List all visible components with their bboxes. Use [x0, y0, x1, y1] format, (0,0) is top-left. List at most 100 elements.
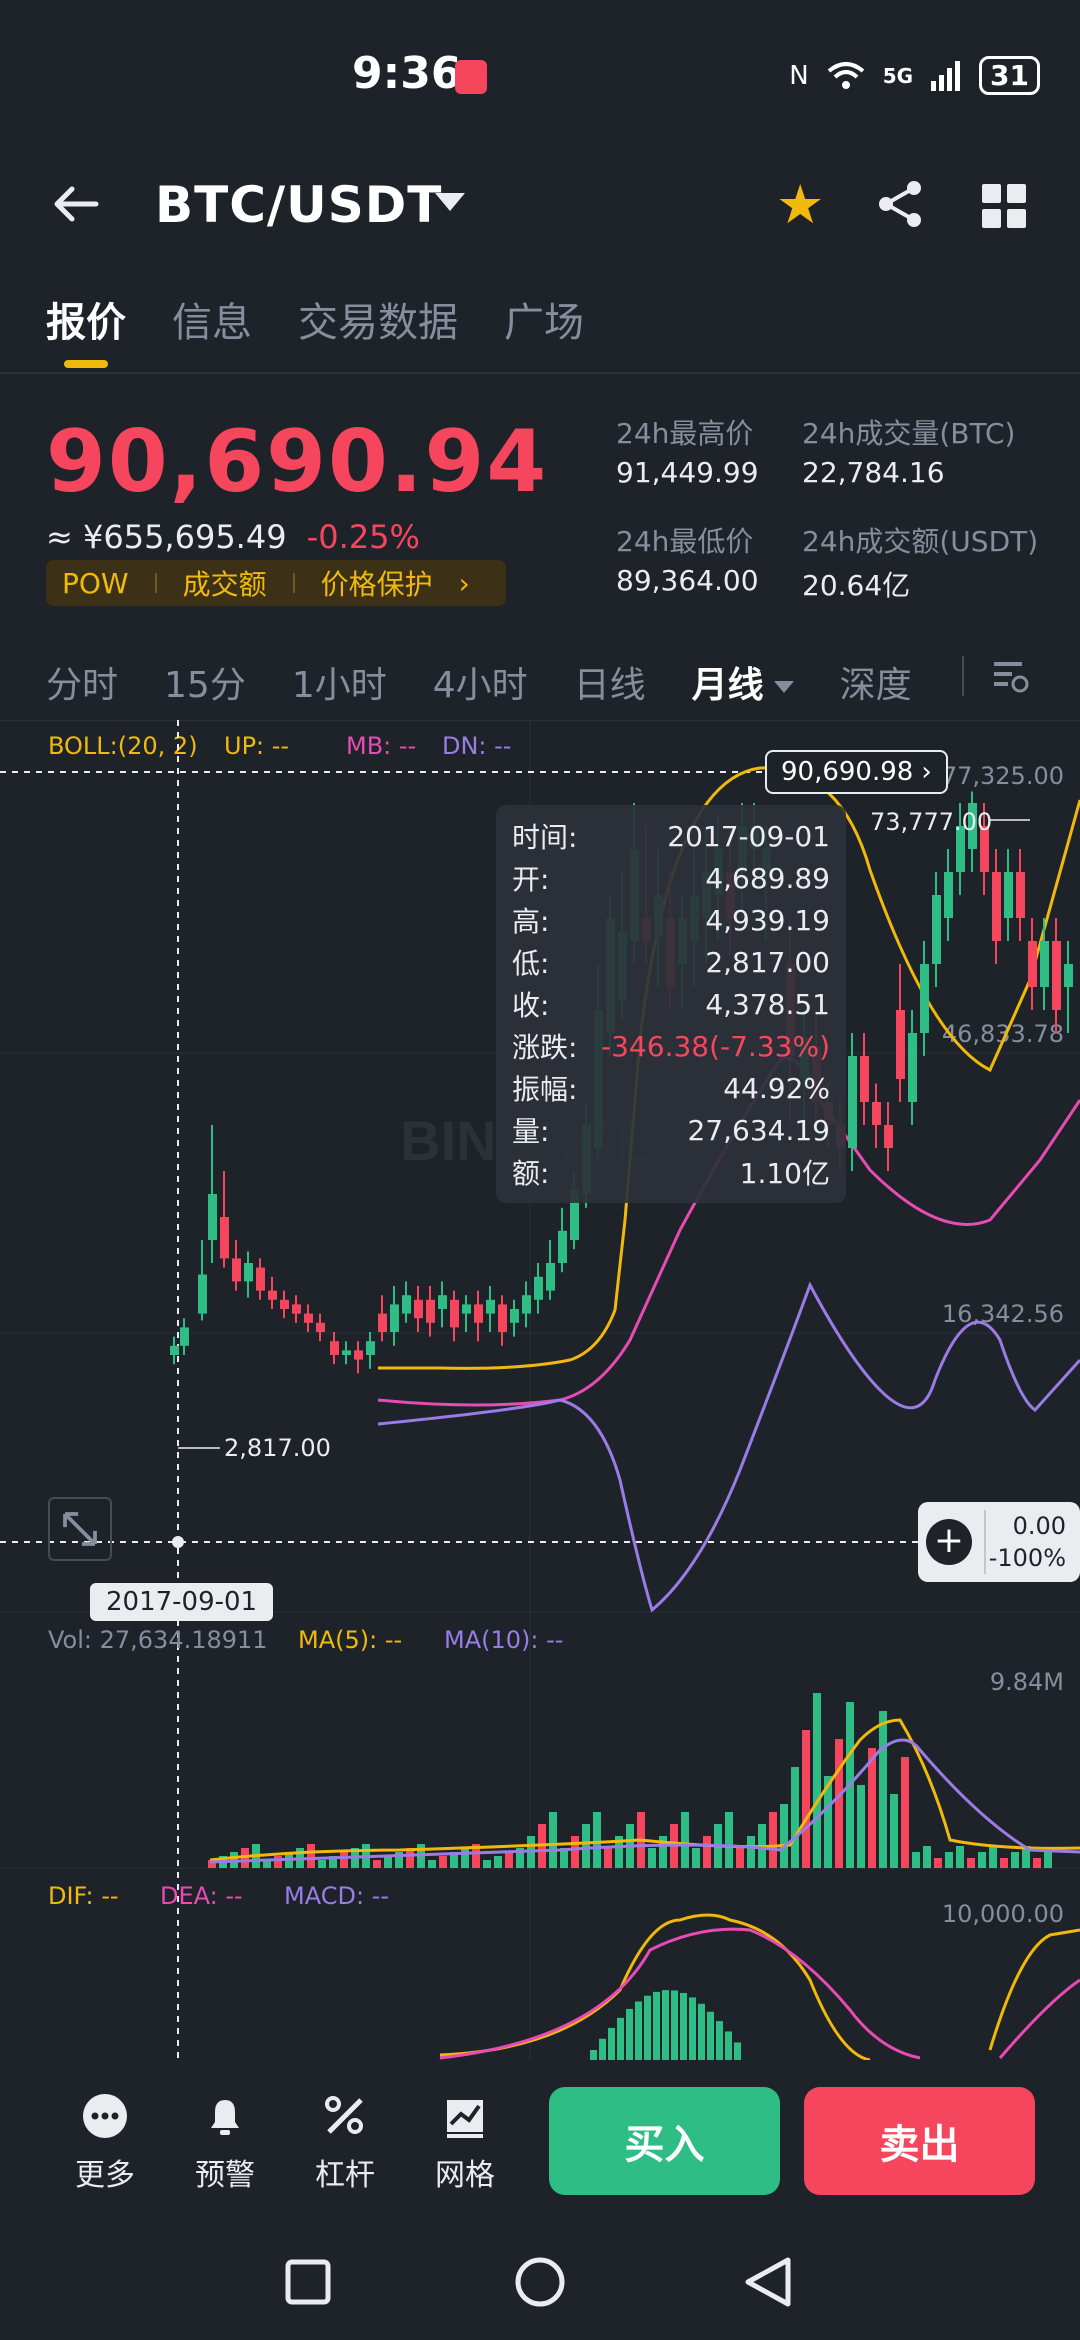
tooltip-label: 低: — [512, 947, 550, 980]
tooltip-value: 1.10亿 — [739, 1157, 830, 1190]
volume-bar — [780, 1804, 788, 1868]
macd-bar — [698, 2003, 705, 2060]
status-indicators: N 5G 31 — [789, 56, 1040, 95]
tf-time[interactable]: 分时 — [46, 665, 119, 706]
tab-info[interactable]: 信息 — [172, 300, 252, 346]
macd-bar — [689, 1997, 696, 2060]
signal-icon — [931, 60, 961, 91]
fullscreen-expand-icon[interactable] — [48, 1497, 112, 1561]
tooltip-value: 4,939.19 — [705, 903, 830, 937]
stat-low-label: 24h最低价 — [616, 525, 754, 558]
tab-quote[interactable]: 报价 — [46, 300, 126, 346]
tooltip-row: 低: 2,817.00 — [512, 941, 830, 983]
macd-axis-label: 10,000.00 — [942, 1900, 1064, 1928]
buy-button[interactable]: 买入 — [549, 2087, 780, 2195]
volume-bar — [1044, 1852, 1052, 1868]
tooltip-label: 振幅: — [512, 1073, 578, 1106]
macd-bar — [680, 1992, 687, 2060]
volume-bar — [703, 1836, 711, 1868]
plus-icon[interactable]: + — [926, 1519, 972, 1565]
max-price-label: 73,777.00 — [870, 808, 992, 836]
volume-bar — [604, 1848, 612, 1868]
grid-trading-button[interactable]: 网格 — [415, 2092, 515, 2194]
volume-bar — [923, 1846, 931, 1868]
grid-menu-icon[interactable] — [982, 184, 1026, 228]
system-nav-bar — [285, 2257, 791, 2307]
macd-bar — [716, 2021, 723, 2060]
tf-1m-wrap[interactable]: 月线 — [692, 656, 794, 708]
candle — [402, 1295, 411, 1314]
macd-dea-line-right — [998, 1978, 1080, 2059]
ohlc-tooltip: 时间: 2017-09-01 开: 4,689.89 高: 4,939.19 低: 2,… — [496, 805, 846, 1203]
tab-square[interactable]: 广场 — [504, 300, 584, 346]
macd-macd: MACD: -- — [284, 1882, 389, 1910]
candle — [510, 1309, 519, 1323]
candle — [474, 1304, 483, 1323]
candle — [292, 1304, 301, 1314]
sell-button[interactable]: 卖出 — [804, 2087, 1035, 2195]
volume-bar — [483, 1860, 491, 1868]
nfc-icon: N — [789, 60, 809, 91]
more-button[interactable]: 更多 — [55, 2092, 155, 2194]
tf-depth[interactable]: 深度 — [839, 665, 912, 706]
bell-icon — [211, 2100, 239, 2135]
tooltip-label: 时间: — [512, 821, 578, 854]
leverage-button[interactable]: 杠杆 — [295, 2092, 395, 2194]
pair-title[interactable]: BTC/USDT — [155, 176, 443, 234]
volume-bar — [208, 1860, 216, 1868]
tf-1h[interactable]: 1小时 — [291, 665, 387, 706]
volume-bar — [978, 1852, 986, 1868]
back-arrow-icon[interactable] — [48, 176, 104, 232]
current-price-flag[interactable]: 90,690.98 › — [765, 750, 948, 794]
volume-bar — [681, 1812, 689, 1868]
candle — [1004, 872, 1013, 918]
candle — [920, 964, 929, 1033]
recent-apps-icon[interactable] — [285, 2259, 331, 2305]
share-icon[interactable] — [874, 178, 926, 230]
chart-settings-icon[interactable] — [990, 656, 1030, 696]
home-icon[interactable] — [515, 2257, 565, 2307]
chevron-down-icon[interactable] — [435, 193, 465, 211]
tf-1d[interactable]: 日线 — [573, 665, 646, 706]
back-nav-icon[interactable] — [745, 2257, 791, 2307]
macd-bar — [707, 2011, 714, 2060]
volume-bar — [395, 1852, 403, 1868]
tooltip-label: 量: — [512, 1115, 550, 1148]
volume-bar — [384, 1856, 392, 1868]
candle — [366, 1341, 375, 1355]
macd-bar — [662, 1990, 669, 2060]
tab-trading-data[interactable]: 交易数据 — [298, 300, 458, 346]
candle — [932, 895, 941, 964]
macd-bar — [635, 2001, 642, 2060]
status-bar: 9:36 N 5G 31 — [0, 0, 1080, 150]
tf-15m[interactable]: 15分 — [164, 665, 246, 706]
volume-bar — [1033, 1858, 1041, 1868]
volume-bar — [901, 1757, 909, 1868]
candle — [256, 1267, 265, 1291]
candle — [498, 1304, 507, 1332]
crosshair-value-box: + 0.00 -100% — [918, 1502, 1080, 1582]
candle — [522, 1295, 531, 1314]
stat-vol-usdt-label: 24h成交额(USDT) — [802, 525, 1039, 558]
tf-1m[interactable]: 月线 — [691, 665, 764, 706]
tf-4h[interactable]: 4小时 — [432, 665, 528, 706]
candle — [244, 1263, 253, 1282]
volume-bar — [791, 1767, 799, 1868]
stat-high: 91,449.99 — [616, 456, 759, 489]
volume-bar — [824, 1776, 832, 1868]
volume-bar — [648, 1848, 656, 1868]
candle — [1028, 941, 1037, 987]
favorite-star-icon[interactable]: ★ — [776, 173, 825, 236]
tooltip-row: 量: 27,634.19 — [512, 1109, 830, 1151]
alert-button[interactable]: 预警 — [175, 2092, 275, 2194]
chevron-down-icon[interactable] — [773, 681, 794, 693]
tooltip-row: 振幅: 44.92% — [512, 1067, 830, 1109]
macd-dif-line-right — [988, 1928, 1080, 2051]
timeframe-tabs: 分时 15分 1小时 4小时 日线 月线 深度 — [46, 656, 912, 708]
tag-bar[interactable]: POW 成交额 价格保护 › — [46, 560, 506, 606]
volume-bar — [274, 1856, 282, 1868]
tooltip-row: 额: 1.10亿 — [512, 1151, 830, 1193]
divider — [0, 372, 1080, 374]
crosshair-dot — [172, 1536, 184, 1548]
candle — [170, 1345, 179, 1355]
